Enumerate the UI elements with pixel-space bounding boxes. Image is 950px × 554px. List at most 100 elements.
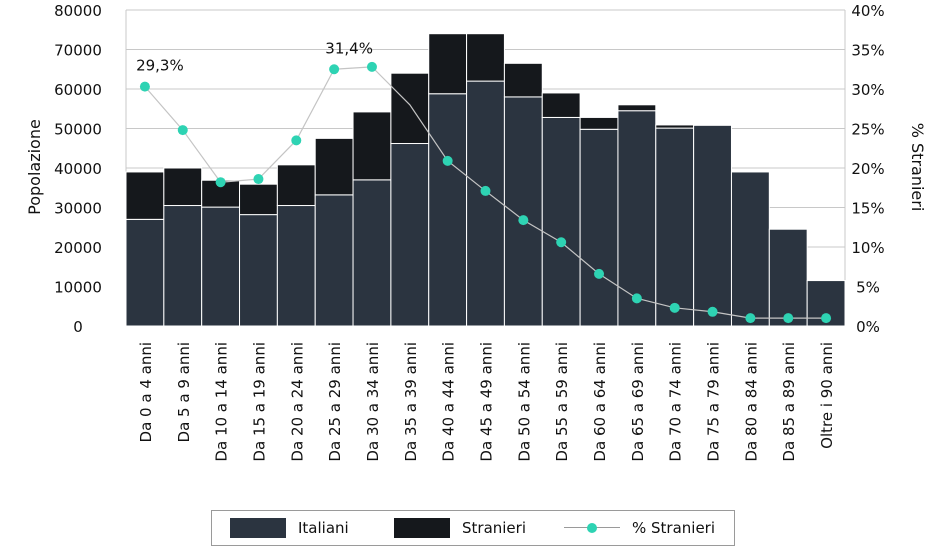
bar-italiani — [503, 96, 543, 327]
legend: Italiani Stranieri % Stranieri — [211, 510, 735, 546]
y-axis-title: Popolazione — [25, 119, 44, 215]
pct-point — [594, 268, 605, 279]
x-tick-label: Da 30 a 34 anni — [364, 342, 382, 462]
y2-tick-label: 15% — [851, 200, 884, 218]
x-tick-label: Da 0 a 4 anni — [137, 342, 155, 442]
bar-stranieri — [352, 111, 392, 181]
x-tick-label: Da 15 a 19 anni — [250, 342, 268, 462]
legend-item-stranieri: Stranieri — [394, 511, 526, 545]
x-tick-label: Da 75 a 79 anni — [705, 342, 723, 462]
bar-italiani — [693, 124, 732, 327]
legend-label-pct: % Stranieri — [632, 519, 716, 537]
x-tick-label: Da 60 a 64 anni — [591, 342, 609, 462]
x-tick-label: Da 45 a 49 anni — [478, 342, 496, 462]
bars — [125, 33, 846, 327]
bar-stranieri — [655, 124, 695, 129]
bar-stranieri — [466, 33, 505, 82]
pct-point — [745, 313, 756, 324]
pct-point — [556, 237, 567, 248]
bar-italiani — [768, 228, 808, 327]
pct-point — [518, 215, 529, 226]
bar-italiani — [428, 93, 468, 327]
bar-italiani — [239, 214, 278, 327]
x-tick-label: Da 80 a 84 anni — [742, 342, 760, 462]
bar-italiani — [541, 116, 581, 327]
pct-point — [366, 61, 377, 72]
x-tick-label: Da 55 a 59 anni — [553, 342, 571, 462]
legend-swatch-italiani — [230, 518, 286, 538]
bar-stranieri — [503, 62, 543, 98]
bar-italiani — [163, 205, 203, 327]
bar-stranieri — [579, 116, 619, 130]
y-tick-label: 10000 — [54, 279, 102, 297]
pct-point — [291, 135, 302, 146]
pct-annotation: 29,3% — [136, 57, 184, 75]
x-tick-label: Da 65 a 69 anni — [629, 342, 647, 462]
y-tick-label: 40000 — [54, 160, 102, 178]
x-tick-label: Da 40 a 44 anni — [440, 342, 458, 462]
y2-tick-label: 5% — [856, 279, 880, 297]
pct-point — [707, 306, 718, 317]
axes: 0 0% 10000 5% 20000 10% 30000 15% 40000 20% 50000 2… — [54, 2, 885, 462]
y2-tick-label: 40% — [851, 2, 884, 20]
x-tick-label: Da 70 a 74 anni — [667, 342, 685, 462]
x-tick-label: Da 5 a 9 anni — [175, 342, 193, 442]
bar-italiani — [314, 194, 354, 327]
pct-point — [783, 313, 794, 324]
pct-point — [329, 64, 340, 75]
y2-tick-label: 30% — [851, 81, 884, 99]
pct-point — [177, 125, 188, 136]
pct-point — [669, 302, 680, 313]
y2-tick-label: 20% — [851, 160, 884, 178]
bar-stranieri — [390, 72, 430, 145]
x-tick-label: Da 50 a 54 anni — [515, 342, 533, 462]
pct-point — [215, 177, 226, 188]
x-tick-label: Da 10 a 14 anni — [213, 342, 231, 462]
y-tick-label: 0 — [73, 318, 83, 336]
bar-stranieri — [239, 183, 278, 216]
pct-point — [480, 185, 491, 196]
legend-item-pct: % Stranieri — [564, 511, 715, 545]
x-tick-label: Da 20 a 24 anni — [288, 342, 306, 462]
bar-italiani — [466, 80, 505, 327]
legend-swatch-stranieri — [394, 518, 450, 538]
bar-stranieri — [163, 167, 203, 207]
y-tick-label: 20000 — [54, 239, 102, 257]
pct-point — [253, 174, 264, 185]
bar-italiani — [352, 179, 392, 327]
pct-point — [821, 313, 832, 324]
y2-tick-label: 25% — [851, 121, 884, 139]
y2-tick-label: 35% — [851, 42, 884, 60]
legend-label-stranieri: Stranieri — [462, 519, 526, 537]
pct-line: 29,3% 31,4% — [136, 39, 832, 324]
y2-axis-title: % Stranieri — [908, 123, 927, 212]
y-tick-label: 60000 — [54, 81, 102, 99]
pct-point — [139, 81, 150, 92]
legend-swatch-pct — [564, 518, 620, 538]
bar-italiani — [579, 128, 619, 327]
x-tick-label: Oltre i 90 anni — [818, 342, 836, 449]
y2-tick-label: 0% — [856, 318, 880, 336]
legend-label-italiani: Italiani — [298, 519, 349, 537]
x-tick-label: Da 85 a 89 anni — [780, 342, 798, 462]
x-tick-label: Da 35 a 39 anni — [402, 342, 420, 462]
x-tick-label: Da 25 a 29 anni — [326, 342, 344, 462]
pct-annotation: 31,4% — [325, 39, 373, 57]
bar-italiani — [390, 143, 430, 327]
y2-tick-label: 10% — [851, 239, 884, 257]
bar-stranieri — [428, 33, 468, 95]
legend-item-italiani: Italiani — [230, 511, 349, 545]
bar-italiani — [276, 205, 316, 327]
bar-italiani — [655, 127, 695, 327]
bar-stranieri — [276, 164, 316, 207]
pct-point — [442, 155, 453, 166]
y-tick-label: 80000 — [54, 2, 102, 20]
y-tick-label: 50000 — [54, 121, 102, 139]
y-tick-label: 70000 — [54, 42, 102, 60]
bar-stranieri — [314, 137, 354, 196]
pct-point — [631, 293, 642, 304]
y-tick-label: 30000 — [54, 200, 102, 218]
bar-italiani — [125, 218, 165, 327]
